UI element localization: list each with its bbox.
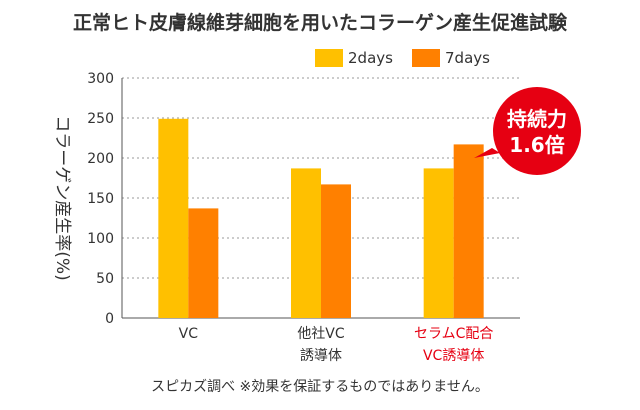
x-tick-label-2-1: VC誘導体 [423, 348, 484, 364]
legend-label-2days: 2days [348, 49, 393, 67]
y-tick-50: 50 [96, 271, 114, 287]
bar-2days-1 [291, 168, 321, 318]
bar-2days-2 [423, 168, 454, 318]
callout-pointer [474, 148, 500, 158]
x-tick-label-0-0: VC [179, 326, 199, 342]
y-tick-250: 250 [87, 111, 114, 127]
y-axis-label-group: コラーゲン産生率(%) [52, 115, 72, 280]
legend: 2days 7days [315, 49, 490, 67]
callout-line2: 1.6倍 [509, 133, 564, 157]
y-tick-0: 0 [105, 311, 114, 327]
bars [158, 118, 484, 318]
y-tick-300: 300 [87, 71, 114, 87]
y-tick-150: 150 [87, 191, 114, 207]
y-tick-labels: 0 50 100 150 200 250 300 [87, 71, 114, 327]
callout-circle [493, 87, 581, 175]
x-tick-labels: VC 他社VC 誘導体 セラムC配合 VC誘導体 [179, 326, 494, 364]
bar-7days-2 [453, 144, 484, 318]
x-tick-label-2-0: セラムC配合 [414, 326, 493, 342]
bar-2days-0 [158, 118, 189, 318]
x-tick-label-1-0: 他社VC [297, 326, 345, 342]
callout-line1: 持続力 [507, 107, 567, 131]
y-tick-200: 200 [87, 151, 114, 167]
legend-swatch-2days [315, 49, 343, 67]
x-tick-label-1-1: 誘導体 [300, 348, 342, 364]
legend-swatch-7days [412, 49, 440, 67]
y-axis-label: コラーゲン産生率(%) [52, 115, 72, 280]
bar-7days-0 [188, 208, 219, 318]
y-tick-100: 100 [87, 231, 114, 247]
footnote: スピカズ調べ ※効果を保証するものではありません。 [151, 379, 489, 395]
chart-title: 正常ヒト皮膚線維芽細胞を用いたコラーゲン産生促進試験 [72, 12, 567, 34]
bar-7days-1 [321, 184, 351, 318]
legend-label-7days: 7days [445, 49, 490, 67]
